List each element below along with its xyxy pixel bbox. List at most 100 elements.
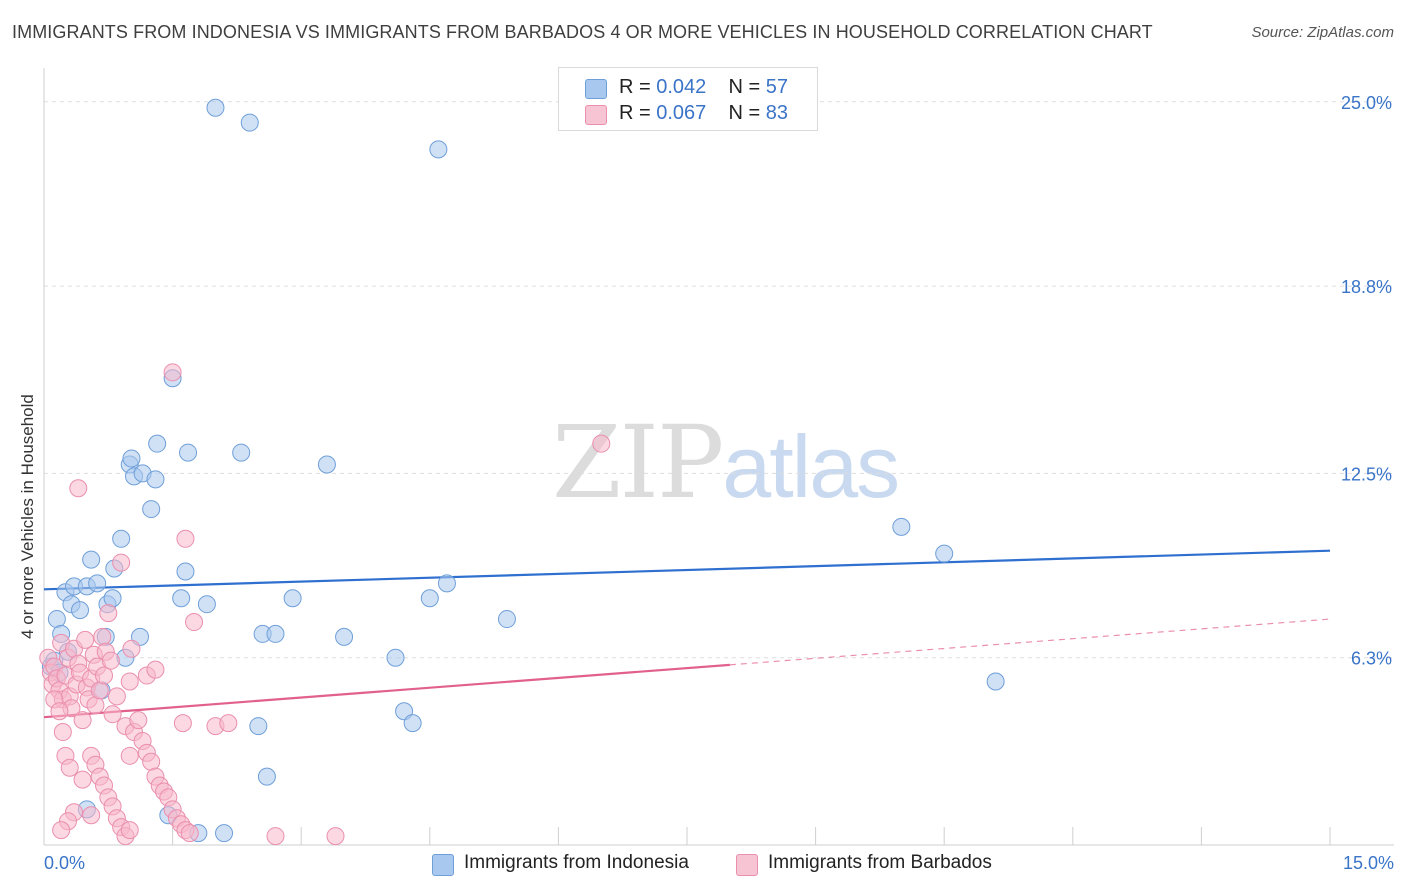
indonesia-n-label: N = bbox=[728, 76, 761, 98]
grid-lines bbox=[44, 101, 1394, 659]
indonesia-point bbox=[283, 589, 302, 608]
indonesia-point bbox=[437, 574, 456, 593]
indonesia-point bbox=[935, 544, 954, 563]
indonesia-r-label: R = bbox=[619, 76, 651, 98]
barbados-point bbox=[86, 696, 105, 715]
barbados-point bbox=[112, 553, 131, 572]
barbados-point bbox=[73, 770, 92, 789]
indonesia-point bbox=[47, 610, 66, 629]
indonesia-point bbox=[257, 767, 276, 786]
barbados-point bbox=[163, 363, 182, 382]
barbados-point bbox=[173, 714, 192, 733]
chart-title: IMMIGRANTS FROM INDONESIA VS IMMIGRANTS … bbox=[12, 22, 1153, 42]
indonesia-point bbox=[82, 550, 101, 569]
barbados-point bbox=[122, 639, 141, 658]
indonesia-point bbox=[429, 140, 448, 159]
barbados-point bbox=[219, 714, 238, 733]
indonesia-point bbox=[146, 470, 165, 489]
barbados-r-value: 0.067 bbox=[656, 102, 707, 124]
correlation-legend: R = 0.042 N = 57 R = 0.067 N = 83 bbox=[558, 67, 818, 131]
indonesia-point bbox=[317, 455, 336, 474]
barbados-point bbox=[185, 613, 204, 632]
indonesia-point bbox=[497, 610, 516, 629]
barbados-r-label: R = bbox=[619, 102, 651, 124]
indonesia-point bbox=[232, 443, 251, 462]
axes bbox=[43, 68, 1394, 846]
barbados-point bbox=[107, 687, 126, 706]
bottom-barbados-swatch bbox=[736, 854, 758, 876]
barbados-point bbox=[176, 529, 195, 548]
indonesia-n-value: 57 bbox=[765, 76, 789, 98]
barbados-point bbox=[99, 604, 118, 623]
indonesia-point bbox=[71, 601, 90, 620]
indonesia-point bbox=[335, 627, 354, 646]
indonesia-point bbox=[88, 574, 107, 593]
barbados-point bbox=[142, 752, 161, 771]
barbados-point bbox=[76, 630, 95, 649]
y-tick-label: 25.0% bbox=[1341, 93, 1392, 113]
barbados-point bbox=[101, 651, 120, 670]
y-tick-label: 18.8% bbox=[1341, 277, 1392, 297]
y-tick-label: 12.5% bbox=[1341, 464, 1392, 484]
barbados-point bbox=[69, 479, 88, 498]
indonesia-point bbox=[240, 113, 259, 132]
indonesia-point bbox=[103, 589, 122, 608]
indonesia-point bbox=[892, 517, 911, 536]
indonesia-point bbox=[420, 589, 439, 608]
indonesia-point bbox=[403, 714, 422, 733]
indonesia-point bbox=[179, 443, 198, 462]
trend-line-dashed bbox=[729, 618, 1331, 666]
bottom-indonesia-swatch bbox=[432, 854, 454, 876]
indonesia-point bbox=[266, 624, 285, 643]
barbados-point bbox=[120, 821, 139, 840]
barbados-point bbox=[73, 711, 92, 730]
barbados-point bbox=[82, 806, 101, 825]
indonesia-point bbox=[148, 434, 167, 453]
indonesia-point bbox=[249, 717, 268, 736]
barbados-point bbox=[326, 827, 345, 846]
barbados-point bbox=[266, 827, 285, 846]
bottom-indonesia-label: Immigrants from Indonesia bbox=[464, 852, 689, 873]
barbados-point bbox=[50, 702, 69, 721]
indonesia-point bbox=[386, 648, 405, 667]
indonesia-point bbox=[122, 449, 141, 468]
indonesia-r-value: 0.042 bbox=[656, 76, 707, 98]
indonesia-point bbox=[215, 824, 234, 843]
indonesia-point bbox=[206, 98, 225, 117]
barbados-point bbox=[120, 672, 139, 691]
barbados-point bbox=[60, 758, 79, 777]
indonesia-swatch bbox=[585, 79, 607, 99]
indonesia-point bbox=[172, 589, 191, 608]
barbados-point bbox=[103, 705, 122, 724]
barbados-point bbox=[93, 627, 112, 646]
barbados-point bbox=[120, 746, 139, 765]
barbados-point bbox=[95, 666, 114, 685]
x-tick-label-max: 15.0% bbox=[1343, 853, 1394, 873]
barbados-n-label: N = bbox=[728, 102, 761, 124]
indonesia-point bbox=[142, 500, 161, 519]
barbados-point bbox=[53, 723, 72, 742]
barbados-point bbox=[592, 434, 611, 453]
bottom-barbados-label: Immigrants from Barbados bbox=[768, 852, 992, 873]
y-tick-label: 6.3% bbox=[1351, 649, 1392, 669]
tick-labels: 6.3% 12.5% 18.8% 25.0% 0.0% 15.0% 4 or more Ve… bbox=[18, 93, 1394, 873]
trend-line-solid bbox=[43, 549, 1331, 591]
barbados-point bbox=[146, 660, 165, 679]
barbados-point bbox=[90, 681, 109, 700]
indonesia-point bbox=[112, 529, 131, 548]
barbados-point bbox=[52, 821, 71, 840]
y-axis-title: 4 or more Vehicles in Household bbox=[18, 394, 37, 639]
indonesia-point bbox=[176, 562, 195, 581]
barbados-n-value: 83 bbox=[765, 102, 789, 124]
indonesia-point bbox=[986, 672, 1005, 691]
indonesia-point bbox=[197, 595, 216, 614]
trend-line-solid bbox=[43, 663, 730, 719]
barbados-point bbox=[129, 711, 148, 730]
x-tick-label-min: 0.0% bbox=[44, 853, 85, 873]
data-points bbox=[39, 98, 1005, 846]
barbados-swatch bbox=[585, 105, 607, 125]
watermark-zip: ZIP bbox=[552, 404, 724, 521]
zipatlas-watermark: ZIPatlas bbox=[552, 404, 900, 521]
watermark-atlas: atlas bbox=[722, 417, 900, 516]
